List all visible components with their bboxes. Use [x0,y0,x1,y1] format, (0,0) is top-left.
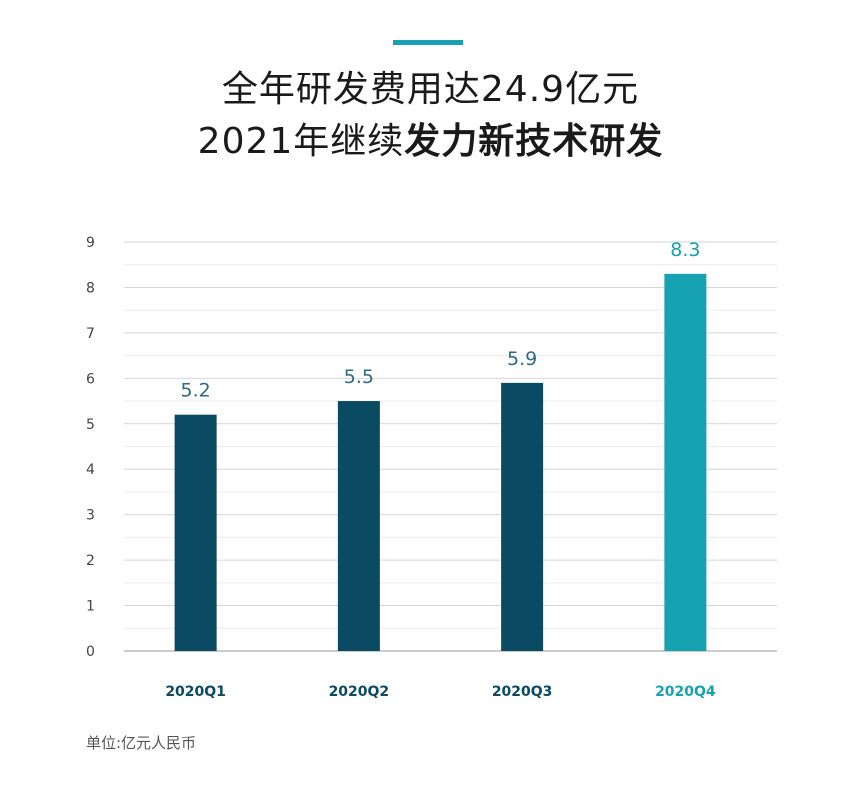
y-tick-label: 8 [86,280,95,296]
subtitle-bold-text: 发力新技术研发 [404,121,664,162]
bar [664,273,707,651]
bar-chart: 0 1 2 3 4 5 6 7 8 9 5.2 2020Q1 5.5 2020Q2 5.9 2020Q3 8.3… [86,235,777,700]
y-tick-label: 1 [86,599,95,615]
unit-label: 单位:亿元人民币 [86,734,197,752]
bar [337,401,380,651]
page-subtitle: 2021年继续发力新技术研发 [0,112,861,164]
bar-value-label: 8.3 [670,239,700,261]
y-tick-label: 6 [86,371,95,387]
y-tick-label: 2 [86,553,95,569]
accent-bar [393,40,463,45]
subtitle-plain-text: 2021年继续 [197,121,405,162]
y-tick-label: 5 [86,417,95,433]
bar [174,414,217,651]
y-tick-label: 0 [86,644,95,660]
x-tick-label: 2020Q2 [329,684,390,700]
bar-value-label: 5.5 [344,366,374,388]
y-tick-label: 7 [86,326,95,342]
y-tick-label: 3 [86,508,95,524]
bar [501,382,544,651]
x-tick-label: 2020Q4 [655,684,716,700]
x-tick-label: 2020Q1 [165,684,226,700]
x-tick-label: 2020Q3 [492,684,553,700]
bar-value-label: 5.9 [507,348,537,370]
y-tick-label: 4 [86,462,95,478]
bar-value-label: 5.2 [181,380,211,402]
y-tick-label: 9 [86,235,95,251]
page-title: 全年研发费用达24.9亿元 [221,69,640,110]
